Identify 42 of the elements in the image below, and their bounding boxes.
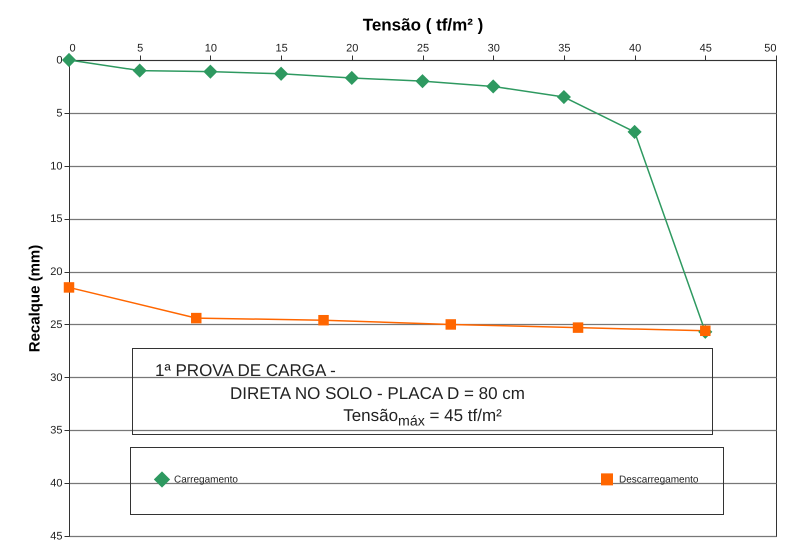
- point: [446, 319, 456, 330]
- y-tick-label: 5: [56, 107, 62, 120]
- legend-label: Descarregamento: [619, 474, 699, 486]
- x-tick-label: 0: [70, 42, 76, 54]
- annotation: DIRETA NO SOLO - PLACA D = 80 cm: [230, 384, 525, 404]
- x-tick-label: 35: [558, 42, 571, 54]
- point: [344, 70, 359, 86]
- point: [64, 282, 74, 293]
- point: [572, 322, 584, 333]
- y-tick-label: 35: [50, 424, 62, 437]
- y-tick-label: 30: [50, 372, 62, 384]
- x-tick-label: 15: [275, 42, 288, 54]
- y-tick-label: 25: [50, 318, 62, 331]
- x-tick-label: 50: [764, 42, 776, 54]
- point: [318, 314, 329, 326]
- point: [415, 74, 430, 88]
- x-tick-label: 40: [628, 42, 642, 54]
- y-axis-title: Recalque (mm): [26, 244, 44, 352]
- annotation: 1ª PROVA DE CARGA -: [155, 361, 336, 381]
- point: [132, 64, 147, 78]
- x-tick-label: 10: [204, 42, 218, 54]
- y-tick-label: 40: [50, 478, 62, 490]
- point: [628, 124, 642, 139]
- x-tick-label: 45: [700, 42, 712, 54]
- y-tick-label: 15: [50, 213, 62, 226]
- x-axis-title: Tensão ( tf/m² ): [362, 16, 484, 34]
- x-tick-label: 30: [488, 42, 500, 54]
- point: [486, 79, 500, 94]
- annotation: Tensão$_{máx}$ = 45 tf/m²: [342, 406, 503, 430]
- point: [62, 52, 76, 68]
- legend-label: Carregamento: [174, 474, 238, 486]
- point: [274, 66, 288, 81]
- point: [203, 64, 218, 79]
- point: [191, 312, 202, 324]
- x-tick-label: 5: [137, 42, 144, 54]
- y-tick-label: 20: [50, 266, 62, 278]
- x-tick-label: 25: [416, 42, 430, 54]
- x-tick-label: 20: [346, 42, 358, 54]
- y-tick-label: 10: [50, 160, 62, 172]
- y-tick-label: 0: [56, 54, 62, 66]
- point: [556, 90, 571, 104]
- y-tick-label: 45: [50, 530, 62, 542]
